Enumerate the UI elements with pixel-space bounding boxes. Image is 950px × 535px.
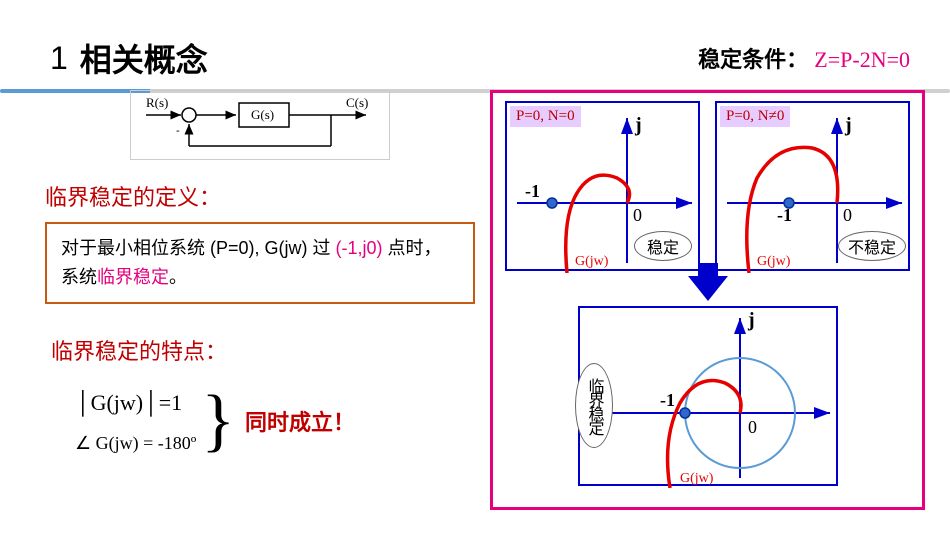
section-number: 1: [50, 40, 68, 77]
nyquist-top-row: P=0, N=0 j -1 0 G(jw) 稳定 P=0, N≠0: [501, 101, 914, 271]
features-body: │G(jw)│=1 ∠ G(jw) = -180º } 同时成立！: [45, 381, 475, 461]
svg-text:-1: -1: [777, 205, 792, 225]
def-point: (-1,j0): [336, 238, 383, 258]
plot3-svg: j -1 0 G(jw): [580, 308, 840, 488]
plot1-condition: P=0, N=0: [510, 106, 581, 127]
def-suffix: 。: [169, 267, 187, 287]
magnitude-condition: │G(jw)│=1: [75, 381, 196, 425]
svg-text:G(jw): G(jw): [757, 254, 791, 269]
plot2-condition: P=0, N≠0: [720, 106, 790, 127]
svg-text:0: 0: [633, 205, 642, 225]
plot1-verdict: 稳定: [634, 231, 692, 261]
svg-text:R(s): R(s): [146, 95, 168, 110]
svg-text:0: 0: [748, 417, 757, 437]
svg-text:0: 0: [843, 205, 852, 225]
def-prefix: 对于最小相位系统 (P=0), G(jw) 过: [61, 238, 336, 258]
brace-icon: }: [201, 386, 235, 456]
svg-text:-1: -1: [660, 390, 675, 410]
phase-condition: ∠ G(jw) = -180º: [75, 425, 196, 461]
svg-text:C(s): C(s): [346, 95, 368, 110]
svg-text:-: -: [176, 125, 180, 137]
svg-text:G(jw): G(jw): [680, 471, 714, 486]
section-title: 相关概念: [80, 35, 208, 81]
plot2-verdict: 不稳定: [838, 231, 906, 261]
feature-conditions: │G(jw)│=1 ∠ G(jw) = -180º: [75, 381, 196, 461]
svg-text:j: j: [747, 309, 755, 331]
svg-text:G(jw): G(jw): [575, 254, 609, 269]
svg-text:-1: -1: [525, 181, 540, 201]
simultaneous-label: 同时成立！: [245, 405, 355, 437]
nyquist-plot-unstable: P=0, N≠0 j -1 0 G(jw) 不稳定: [715, 101, 910, 271]
definition-title: 临界稳定的定义：: [45, 180, 475, 212]
stability-condition: 稳定条件： Z=P-2N=0: [698, 42, 910, 74]
plot3-verdict: 临界稳定: [575, 363, 613, 448]
arrow-down-icon: [688, 276, 728, 301]
block-diagram: R(s) C(s) G(s) -: [130, 90, 390, 160]
stability-label: 稳定条件：: [698, 47, 808, 72]
nyquist-plot-critical: j -1 0 G(jw) 临界稳定: [578, 306, 838, 486]
block-diagram-svg: R(s) C(s) G(s) -: [131, 91, 391, 161]
svg-text:j: j: [634, 114, 642, 136]
svg-text:G(s): G(s): [251, 107, 274, 122]
def-key: 临界稳定: [97, 267, 169, 287]
right-panel: P=0, N=0 j -1 0 G(jw) 稳定 P=0, N≠0: [490, 90, 925, 510]
stability-equation: Z=P-2N=0: [814, 47, 910, 72]
nyquist-plot-stable: P=0, N=0 j -1 0 G(jw) 稳定: [505, 101, 700, 271]
svg-text:j: j: [844, 114, 852, 136]
features-title: 临界稳定的特点：: [51, 334, 475, 366]
left-column: R(s) C(s) G(s) - 临界稳定的定义： 对于最小相位系统 (P=0)…: [45, 90, 475, 461]
definition-box: 对于最小相位系统 (P=0), G(jw) 过 (-1,j0) 点时，系统临界稳…: [45, 222, 475, 304]
